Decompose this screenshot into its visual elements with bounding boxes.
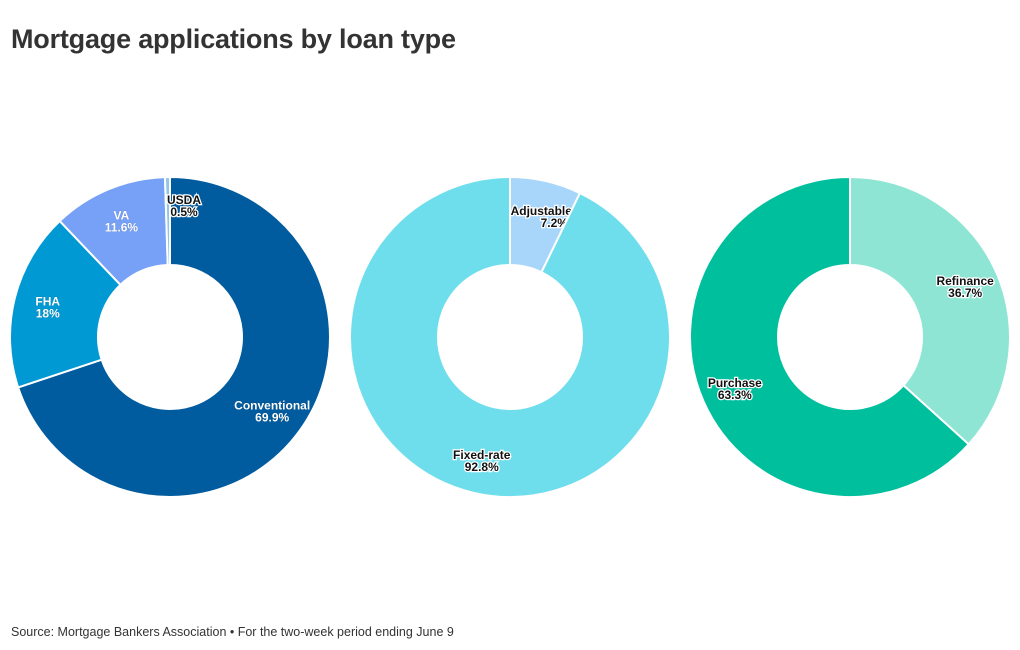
slice-label-fha: FHA 18% xyxy=(35,294,60,320)
slice-fixed-rate[interactable] xyxy=(349,176,671,498)
slice-label-va: VA 11.6% xyxy=(105,209,139,235)
slice-value: 7.2% xyxy=(541,216,569,230)
slice-name: Refinance xyxy=(936,274,994,288)
slice-name: Conventional xyxy=(234,399,310,413)
slice-label-usda: USDA 0.5% xyxy=(167,193,201,219)
source-note: Source: Mortgage Bankers Association • F… xyxy=(11,625,454,639)
slice-name: Purchase xyxy=(708,376,762,390)
slice-usda[interactable] xyxy=(163,176,171,267)
slice-name: VA xyxy=(114,209,130,223)
slice-name: Fixed-rate xyxy=(453,448,511,462)
donut-chart-2: Adjustable-rate 7.2%Fixed-rate 92.8% xyxy=(349,176,671,498)
slice-value: 36.7% xyxy=(948,286,982,300)
donut-chart-1: Conventional 69.9% FHA 18% VA 11.6% USDA 0.5% xyxy=(9,176,331,498)
donut-chart-3: Refinance 36.7% Purchase 63.3% xyxy=(689,176,1011,498)
slice-value: 92.8% xyxy=(465,460,499,474)
slice-fha[interactable] xyxy=(9,220,122,389)
slice-label-refinance: Refinance 36.7% xyxy=(936,274,994,300)
slice-name: USDA xyxy=(167,193,201,207)
slice-label-fixed-rate: Fixed-rate 92.8% xyxy=(453,448,511,474)
slice-purchase[interactable] xyxy=(689,176,970,498)
slice-value: 0.5% xyxy=(170,205,198,219)
slice-value: 18% xyxy=(36,306,60,320)
slice-label-purchase: Purchase 63.3% xyxy=(708,376,762,402)
slice-value: 63.3% xyxy=(718,388,752,402)
slice-value: 11.6% xyxy=(105,221,139,235)
slice-name: FHA xyxy=(35,294,60,308)
slice-value: 69.9% xyxy=(255,411,289,425)
slice-label-conventional: Conventional 69.9% xyxy=(234,399,310,425)
chart-title: Mortgage applications by loan type xyxy=(11,24,456,54)
slice-refinance[interactable] xyxy=(849,176,1011,446)
slice-conventional[interactable] xyxy=(17,176,331,498)
